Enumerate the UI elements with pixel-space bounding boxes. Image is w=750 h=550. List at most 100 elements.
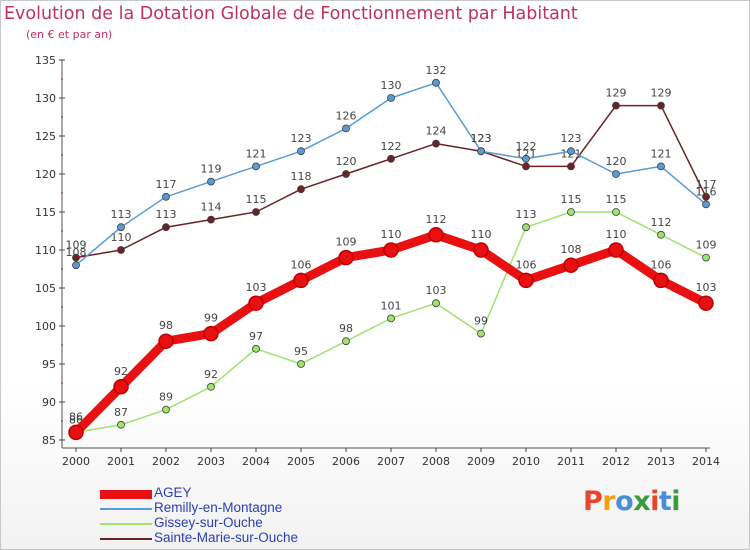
data-label-gissey-sur-ouche: 97 (249, 330, 263, 343)
data-point-agey (248, 295, 264, 311)
legend-item-sainte-marie[interactable]: Sainte-Marie-sur-Ouche (100, 530, 360, 547)
data-label-sainte-marie-sur-ouche: 117 (696, 178, 717, 191)
legend-item-agey[interactable]: AGEY (100, 485, 360, 502)
data-point-sainte-marie-sur-ouche (522, 162, 530, 171)
legend-item-gissey[interactable]: Gissey-sur-Ouche (100, 515, 360, 532)
data-point-gissey-sur-ouche (612, 208, 620, 216)
data-point-remilly-en-montagne (567, 147, 575, 156)
data-point-gissey-sur-ouche (522, 223, 530, 232)
x-tick-label: 2003 (197, 455, 225, 468)
data-label-agey: 106 (291, 258, 312, 271)
data-label-agey: 86 (69, 410, 83, 423)
data-label-sainte-marie-sur-ouche: 118 (291, 170, 312, 183)
data-point-agey (518, 272, 534, 289)
x-tick-label: 2009 (467, 455, 495, 468)
logo-letter: o (615, 486, 634, 517)
y-tick-label: 100 (35, 320, 56, 333)
data-point-agey (698, 295, 714, 311)
data-label-agey: 103 (246, 281, 267, 294)
data-label-remilly-en-montagne: 123 (561, 132, 582, 145)
data-label-sainte-marie-sur-ouche: 124 (426, 125, 447, 138)
data-point-gissey-sur-ouche (387, 314, 395, 323)
data-point-gissey-sur-ouche (117, 420, 125, 429)
data-point-agey (293, 272, 309, 289)
x-tick-label: 2006 (332, 455, 360, 468)
data-label-sainte-marie-sur-ouche: 121 (516, 147, 537, 160)
data-label-gissey-sur-ouche: 115 (561, 193, 582, 206)
data-label-sainte-marie-sur-ouche: 120 (336, 155, 357, 168)
data-point-agey (203, 325, 219, 342)
data-label-gissey-sur-ouche: 101 (381, 299, 402, 312)
data-point-remilly-en-montagne (657, 162, 665, 171)
x-tick-label: 2011 (557, 455, 585, 468)
data-point-sainte-marie-sur-ouche (387, 154, 395, 163)
data-label-remilly-en-montagne: 121 (246, 147, 267, 160)
y-tick-label: 85 (42, 434, 56, 447)
data-label-remilly-en-montagne: 123 (471, 132, 492, 145)
y-tick-label: 95 (42, 358, 56, 371)
data-label-sainte-marie-sur-ouche: 115 (246, 193, 267, 206)
data-point-agey (653, 272, 669, 289)
data-point-gissey-sur-ouche (657, 230, 665, 239)
data-point-remilly-en-montagne (162, 192, 170, 201)
data-label-gissey-sur-ouche: 112 (651, 216, 672, 229)
data-label-gissey-sur-ouche: 92 (204, 368, 218, 381)
legend-label-remilly: Remilly-en-Montagne (154, 500, 283, 515)
data-point-agey (428, 227, 444, 243)
data-point-gissey-sur-ouche (342, 337, 350, 346)
chart-subtitle: (en € et par an) (26, 28, 113, 41)
legend-swatch-agey (100, 490, 152, 499)
data-label-agey: 98 (159, 319, 173, 332)
data-label-sainte-marie-sur-ouche: 122 (381, 140, 402, 153)
data-point-remilly-en-montagne (477, 147, 485, 156)
data-label-remilly-en-montagne: 123 (291, 132, 312, 145)
y-tick-label: 120 (35, 168, 56, 181)
y-tick-label: 105 (35, 282, 56, 295)
data-point-agey (338, 249, 354, 266)
legend-label-agey: AGEY (154, 485, 192, 500)
x-tick-label: 2004 (242, 455, 270, 468)
logo-letter: t (658, 486, 672, 517)
data-point-agey (608, 242, 624, 258)
data-point-sainte-marie-sur-ouche (297, 185, 305, 194)
data-point-agey (158, 333, 174, 349)
data-label-remilly-en-montagne: 117 (156, 178, 177, 191)
data-point-agey (68, 424, 84, 441)
data-label-remilly-en-montagne: 126 (336, 109, 357, 122)
data-label-gissey-sur-ouche: 99 (474, 315, 488, 328)
legend-swatch-remilly (100, 508, 152, 510)
data-point-agey (473, 242, 489, 258)
y-tick-label: 110 (35, 244, 56, 257)
data-label-remilly-en-montagne: 108 (66, 246, 87, 259)
x-tick-label: 2007 (377, 455, 405, 468)
data-point-gissey-sur-ouche (432, 299, 440, 308)
data-point-gissey-sur-ouche (252, 344, 260, 353)
data-label-remilly-en-montagne: 113 (111, 208, 132, 221)
data-label-agey: 99 (204, 312, 218, 325)
data-point-gissey-sur-ouche (567, 208, 575, 216)
data-point-agey (383, 242, 399, 258)
proxiti-logo: Proxiti (583, 486, 681, 517)
legend-swatch-sainte-marie (100, 538, 152, 540)
data-label-agey: 106 (651, 258, 672, 271)
y-tick-label: 125 (35, 130, 56, 143)
legend-item-remilly[interactable]: Remilly-en-Montagne (100, 500, 360, 517)
data-label-agey: 108 (561, 243, 582, 256)
data-point-remilly-en-montagne (387, 94, 395, 102)
data-point-sainte-marie-sur-ouche (252, 208, 260, 216)
data-point-gissey-sur-ouche (477, 329, 485, 338)
x-tick-label: 2002 (152, 455, 180, 468)
x-tick-label: 2010 (512, 455, 540, 468)
data-point-sainte-marie-sur-ouche (342, 170, 350, 178)
x-tick-label: 2013 (647, 455, 675, 468)
x-tick-label: 2000 (62, 455, 90, 468)
data-label-remilly-en-montagne: 116 (696, 185, 717, 198)
data-label-gissey-sur-ouche: 87 (114, 406, 128, 419)
data-label-sainte-marie-sur-ouche: 110 (111, 231, 132, 244)
data-label-sainte-marie-sur-ouche: 114 (201, 201, 222, 214)
data-point-remilly-en-montagne (72, 261, 80, 270)
data-point-gissey-sur-ouche (702, 253, 710, 262)
data-point-remilly-en-montagne (207, 177, 215, 186)
data-label-gissey-sur-ouche: 98 (339, 322, 353, 335)
x-tick-label: 2001 (107, 455, 135, 468)
